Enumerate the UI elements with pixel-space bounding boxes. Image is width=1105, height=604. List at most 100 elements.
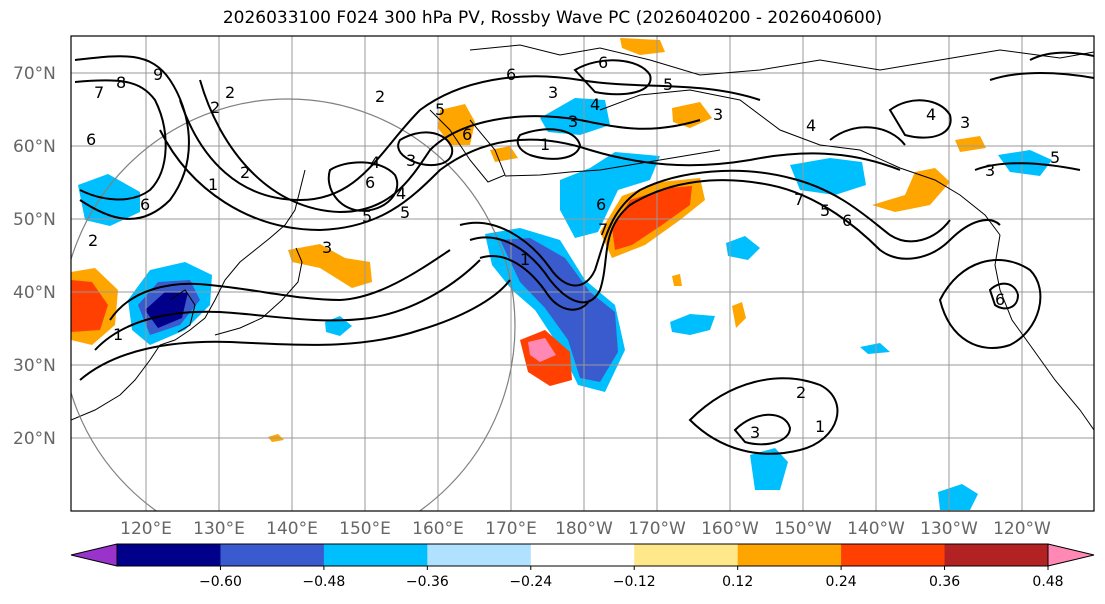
positive-anomaly-aleutian-ridge-core <box>612 186 692 250</box>
negative-anomaly-bering <box>540 98 610 135</box>
longitude-labels: 120°E 130°E 140°E 150°E 160°E 170°E 180°… <box>120 519 1051 539</box>
positive-anomaly-gulf-alaska <box>872 168 950 212</box>
colorbar-segment <box>944 544 1049 566</box>
lon-label: 120°E <box>120 519 172 539</box>
colorbar-segment <box>737 544 842 566</box>
contour-22 <box>974 162 1081 171</box>
colorbar-segment <box>323 544 428 566</box>
contour-1 <box>74 55 190 220</box>
contour-4 <box>159 129 901 232</box>
contour-8 <box>516 128 582 160</box>
contour-label: 7 <box>94 83 104 102</box>
map-frame <box>70 35 1095 512</box>
contour-label: 6 <box>842 211 852 230</box>
contour-label: 3 <box>568 112 578 131</box>
colorbar-tick-label: 0.36 <box>929 574 960 590</box>
colorbar-segment <box>220 544 325 566</box>
contour-label: 6 <box>598 53 608 72</box>
positive-anomaly-alaska-west <box>672 102 712 128</box>
lon-label: 150°E <box>339 519 391 539</box>
contour-label: 5 <box>820 201 830 220</box>
contour-20 <box>573 59 652 96</box>
contour-15 <box>688 377 839 455</box>
contour-label: 2 <box>240 163 250 182</box>
contour-12 <box>109 249 451 321</box>
lon-label: 180°W <box>555 519 613 539</box>
reference-circle <box>71 98 516 511</box>
contour-11 <box>479 255 591 311</box>
contour-24 <box>1029 51 1094 61</box>
positive-anomaly-central-1 <box>732 302 746 328</box>
coast-aleutians <box>504 149 721 177</box>
contour-18 <box>988 282 1020 310</box>
contour-10 <box>459 169 951 287</box>
contour-13 <box>94 259 481 351</box>
colorbar-segment <box>117 544 221 566</box>
contour-label: 2 <box>210 98 220 117</box>
contour-label: 6 <box>596 195 606 214</box>
contour-23 <box>989 72 1094 81</box>
lat-label-20n: 20°N <box>13 429 56 449</box>
contour-label: 4 <box>590 95 600 114</box>
contour-14 <box>79 279 511 381</box>
contour-label: 6 <box>995 290 1005 309</box>
contour-label: 3 <box>985 161 995 180</box>
contour-label: 4 <box>396 184 406 203</box>
contour-label: 6 <box>506 65 516 84</box>
coast-north-america-west <box>994 234 1094 431</box>
lat-label-70n: 70°N <box>13 64 56 84</box>
positive-anomaly-dateline-south-core <box>528 338 556 362</box>
pv-anomaly-fills <box>71 38 1052 510</box>
contour-label: 9 <box>153 65 163 84</box>
lon-label: 130°W <box>920 519 978 539</box>
contour-label: 7 <box>598 220 608 239</box>
positive-anomaly-arctic <box>620 38 665 55</box>
contour-17 <box>938 259 1042 349</box>
positive-anomaly-west-china-core <box>71 280 108 332</box>
positive-anomaly-central-2 <box>672 274 682 286</box>
contour-label: 4 <box>806 116 816 135</box>
coast-alaska <box>599 89 1001 236</box>
colorbar-tick-label: −0.48 <box>302 574 345 590</box>
contour-label: 3 <box>406 151 416 170</box>
contour-9 <box>469 179 1001 304</box>
pv-contours <box>74 51 1094 455</box>
colorbar-frame-ends-right <box>1047 543 1095 567</box>
lat-label-30n: 30°N <box>13 356 56 376</box>
negative-anomaly-subtropics-1 <box>750 448 788 490</box>
contour-label: 5 <box>1050 148 1060 167</box>
lon-label: 120°W <box>993 519 1051 539</box>
lat-label-60n: 60°N <box>13 137 56 157</box>
contour-label: 3 <box>960 113 970 132</box>
negative-anomaly-gulf-alaska <box>790 158 866 195</box>
contour-label: 3 <box>322 238 332 257</box>
positive-anomaly-japan <box>288 244 372 288</box>
contour-label: 1 <box>520 250 530 269</box>
contour-label: 2 <box>225 83 235 102</box>
contour-label: 5 <box>400 203 410 222</box>
contour-label: 6 <box>140 195 150 214</box>
positive-anomaly-okhotsk <box>438 104 475 145</box>
contour-label: 7 <box>794 190 804 209</box>
contour-label: 1 <box>815 417 825 436</box>
contour-label: 2 <box>375 87 385 106</box>
contour-21 <box>829 126 906 146</box>
contour-label: 2 <box>796 383 806 402</box>
contour-label: 5 <box>663 75 673 94</box>
colorbar-tick-label: −0.24 <box>509 574 552 590</box>
lon-label: 130°E <box>193 519 245 539</box>
contour-label: 6 <box>365 173 375 192</box>
contour-label: 3 <box>713 105 723 124</box>
coast-arctic <box>469 44 1094 76</box>
coast-japan <box>214 247 303 336</box>
contour-label: 1 <box>208 175 218 194</box>
contour-label: 6 <box>86 130 96 149</box>
contour-label: 5 <box>362 207 372 226</box>
colorbar-tick-label: −0.12 <box>613 574 656 590</box>
contour-label: 5 <box>435 100 445 119</box>
colorbar-segment <box>841 544 946 566</box>
colorbar-segment <box>427 544 532 566</box>
latitude-labels: 70°N 60°N 50°N 40°N 30°N 20°N <box>13 64 56 449</box>
colorbar-tick-label: 0.12 <box>722 574 753 590</box>
coast-korea <box>169 289 196 333</box>
